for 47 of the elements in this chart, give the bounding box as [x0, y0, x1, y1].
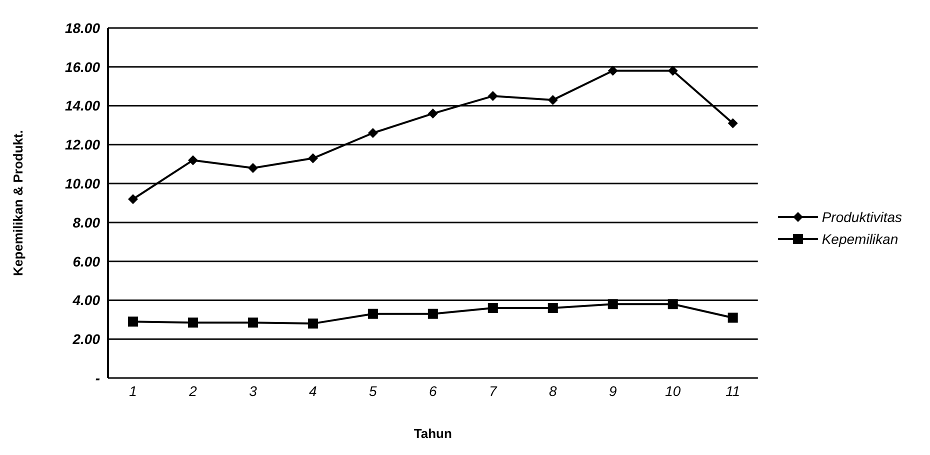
y-tick-label: 18.00: [64, 20, 100, 36]
point: [668, 299, 678, 310]
point: [608, 66, 618, 76]
point: [368, 128, 378, 138]
x-tick-label: 2: [188, 382, 198, 399]
y-tick-label: 2.00: [72, 331, 100, 348]
y-tick-label: -: [95, 370, 100, 386]
point: [728, 118, 738, 128]
x-tick-label: 4: [309, 382, 318, 399]
point: [248, 163, 258, 173]
legend-label: Produktivitas: [822, 209, 902, 225]
point: [608, 299, 618, 310]
y-tick-label: 16.00: [64, 58, 100, 75]
point: [548, 94, 558, 105]
x-tick-label: 9: [608, 382, 617, 399]
y-tick-label: 8.00: [72, 214, 100, 230]
point: [488, 91, 498, 102]
x-axis-title: Tahun: [414, 426, 452, 441]
point: [128, 194, 138, 204]
y-tick-label: 14.00: [64, 98, 100, 114]
y-tick-label: 6.00: [72, 253, 100, 270]
point: [728, 312, 738, 323]
point: [188, 155, 198, 166]
x-tick-label: 7: [489, 382, 498, 399]
x-tick-label: 6: [429, 382, 438, 399]
point: [308, 318, 318, 329]
y-tick-label: 12.00: [64, 136, 100, 153]
x-tick-label: 11: [726, 382, 740, 399]
point: [248, 318, 258, 328]
point: [368, 308, 378, 319]
y-tick-label: 4.00: [72, 292, 100, 308]
point: [428, 108, 438, 119]
point: [308, 153, 318, 164]
point: [428, 308, 438, 319]
point: [128, 316, 138, 327]
x-tick-label: 8: [548, 382, 557, 399]
point: [188, 318, 198, 328]
point: [488, 303, 498, 313]
x-tick-label: 3: [249, 382, 258, 399]
x-tick-label: 10: [665, 382, 681, 399]
legend-label: Kepemilikan: [822, 231, 898, 247]
y-tick-label: 10.00: [64, 176, 100, 192]
point: [548, 303, 558, 313]
y-axis-title: Kepemilikan & Produkt.: [10, 130, 26, 276]
point: [668, 66, 678, 76]
x-tick-label: 5: [369, 382, 378, 399]
x-tick-label: 1: [129, 382, 137, 399]
